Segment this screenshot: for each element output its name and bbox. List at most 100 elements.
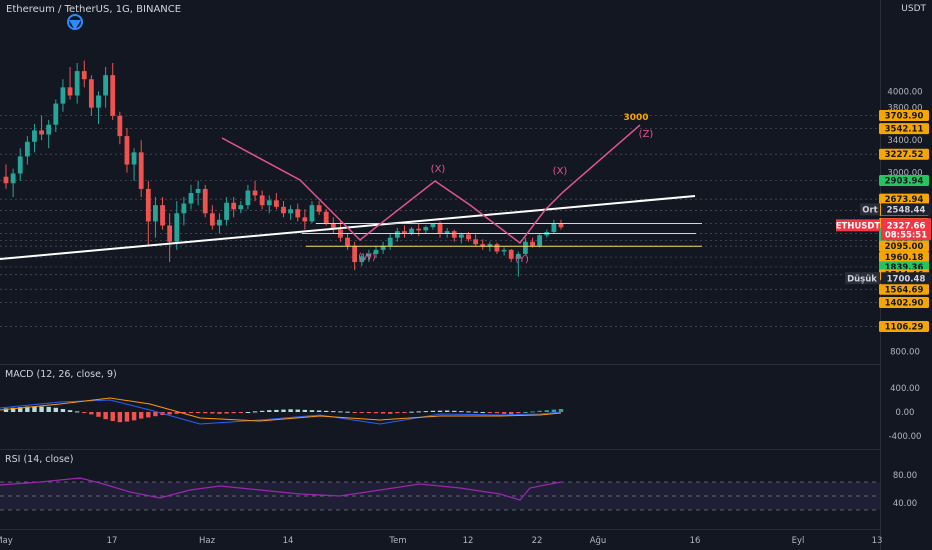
macd-histogram-bar xyxy=(366,412,372,413)
macd-histogram-bar xyxy=(402,412,407,413)
macd-histogram-bar xyxy=(153,412,158,417)
candle-body xyxy=(430,223,436,228)
price-level-tag: 2673.94 xyxy=(879,193,929,205)
candle-body xyxy=(245,190,251,206)
rsi-pane xyxy=(0,477,880,511)
macd-histogram-bar xyxy=(416,411,421,413)
macd-histogram-bar xyxy=(452,410,457,412)
macd-histogram-bar xyxy=(82,412,87,413)
candle-body xyxy=(67,87,73,96)
macd-histogram-bar xyxy=(238,412,244,413)
price-level-tag: 2095.00 xyxy=(879,240,929,252)
macd-histogram-bar xyxy=(224,412,229,414)
price-tick: 4000.00 xyxy=(887,87,922,97)
macd-title[interactable]: MACD (12, 26, close, 9) xyxy=(5,369,117,380)
symbol-title[interactable]: Ethereum / TetherUS, 1G, BINANCE xyxy=(6,4,182,15)
macd-histogram-bar xyxy=(146,412,151,418)
candle-body xyxy=(138,152,144,189)
price-axis[interactable]: 4000.003800.003400.003000.002400.00800.0… xyxy=(836,0,932,550)
macd-histogram-bar xyxy=(281,409,286,412)
price-tick: 3000.00 xyxy=(887,169,922,179)
macd-histogram-bar xyxy=(203,412,208,414)
macd-histogram-bar xyxy=(295,409,300,412)
candle-body xyxy=(501,249,507,252)
candle-body xyxy=(302,217,308,222)
macd-histogram-bar xyxy=(217,412,222,414)
chart-grid xyxy=(0,0,881,550)
macd-histogram-bar xyxy=(516,412,521,414)
svg-text:2327.66: 2327.66 xyxy=(887,221,926,231)
candle-body xyxy=(394,231,400,238)
macd-histogram-bar xyxy=(352,412,357,413)
macd-histogram-bar xyxy=(259,410,265,412)
candle-body xyxy=(359,256,365,263)
svg-text:2673.94: 2673.94 xyxy=(885,195,924,205)
candle-body xyxy=(494,244,500,252)
macd-histogram-bar xyxy=(480,412,485,413)
time-tick: Eyl xyxy=(792,536,805,546)
candle-body xyxy=(32,130,37,142)
candle-body xyxy=(96,95,101,108)
macd-histogram-bar xyxy=(508,412,514,415)
time-tick: 17 xyxy=(107,536,118,546)
macd-histogram-bar xyxy=(395,412,400,414)
macd-histogram-bar xyxy=(67,410,73,412)
macd-histogram-bar xyxy=(380,412,386,414)
price-level-tag: 1402.90 xyxy=(879,296,929,308)
candle-body xyxy=(174,213,180,242)
candle-body xyxy=(537,235,543,246)
candle-body xyxy=(74,71,80,96)
price-level-tag: 1106.29 xyxy=(879,321,929,333)
macd-histogram-bar xyxy=(302,409,308,412)
candle-body xyxy=(3,176,9,184)
candle-body xyxy=(523,241,528,254)
candle-body xyxy=(480,244,486,247)
candle-body xyxy=(231,202,237,210)
low-tag: Düşük 1700.48 xyxy=(845,272,931,285)
candle-body xyxy=(88,79,94,108)
macd-histogram-bar xyxy=(501,412,507,414)
time-tick: Haz xyxy=(199,536,216,546)
candle-body xyxy=(60,87,66,104)
macd-histogram-bar xyxy=(473,411,478,413)
candle-body xyxy=(117,115,123,137)
candle-body xyxy=(103,75,109,96)
wave-label-y: (Y) xyxy=(515,254,529,265)
candle-body xyxy=(110,75,116,116)
candle-body xyxy=(508,249,514,259)
signal-line xyxy=(0,397,562,422)
price-tick: 3400.00 xyxy=(887,136,922,146)
macd-histogram-bar xyxy=(138,412,144,419)
time-axis[interactable]: May 17 Haz 14 Tem 12 22 Ağu 16 Eyl 13 xyxy=(0,536,882,546)
candle-body xyxy=(252,190,258,196)
macd-histogram-bar xyxy=(523,412,528,413)
wave-path[interactable] xyxy=(221,124,641,245)
svg-text:ETHUSDT: ETHUSDT xyxy=(836,221,881,231)
candle-body xyxy=(444,231,450,234)
currency-label: USDT xyxy=(901,4,926,14)
macd-histogram-bar xyxy=(423,411,429,413)
candle-body xyxy=(309,205,315,222)
candle-body xyxy=(202,188,208,214)
macd-histogram-bar xyxy=(466,411,471,413)
candle-body xyxy=(515,253,521,259)
candle-body xyxy=(330,223,336,230)
macd-histogram-bar xyxy=(231,412,236,414)
price-level-tag: 2903.94 xyxy=(879,174,929,186)
candle-body xyxy=(316,205,322,212)
macd-histogram-bar xyxy=(274,409,279,412)
candle-body xyxy=(466,234,471,240)
candle-body xyxy=(266,200,272,206)
candle-body xyxy=(273,200,279,207)
macd-histogram-bar xyxy=(444,410,450,412)
macd-histogram-bar xyxy=(388,412,393,414)
candle-body xyxy=(160,205,165,226)
candle-body xyxy=(323,211,329,224)
candle-body xyxy=(39,130,44,135)
rsi-title[interactable]: RSI (14, close) xyxy=(5,454,74,465)
svg-text:2903.94: 2903.94 xyxy=(885,176,924,186)
candlestick-series xyxy=(3,60,564,277)
candle-body xyxy=(387,237,393,246)
candle-body xyxy=(373,249,379,254)
